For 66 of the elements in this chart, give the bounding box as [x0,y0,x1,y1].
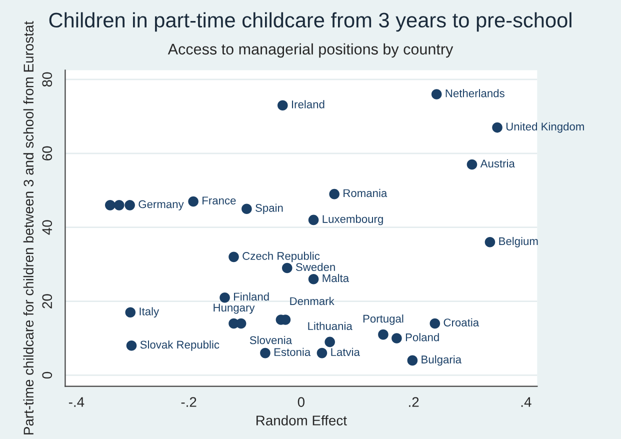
data-label: Italy [140,307,160,318]
data-label: Spain [256,204,283,214]
y-tick-label: 80 [42,72,52,87]
data-label: Finland [234,292,269,301]
point [260,348,270,358]
point [308,214,319,226]
data-label: Hungary [214,304,255,314]
x-tick-label: -.4 [68,397,84,407]
point [124,200,135,210]
data-label: Sweden [296,262,335,272]
data-label: Germany [138,200,184,210]
data-label: Denmark [290,296,334,306]
data-label: Malta [322,274,350,282]
point [114,200,124,210]
data-label: Croatia [444,318,480,326]
point [324,336,335,348]
y-tick-label: 0 [42,372,52,379]
point [430,318,440,329]
data-label: Belgium [499,236,538,248]
data-label: Austria [480,159,515,168]
data-label: Portugal [363,314,404,325]
point [220,292,230,303]
y-tick-label: 20 [42,294,52,308]
data-label: Estonia [274,348,311,356]
data-label: Netherlands [446,89,504,98]
point [308,274,319,284]
data-label: Ireland [292,100,324,108]
point [126,340,137,351]
point [466,159,478,170]
x-axis-title: Random Effect [256,415,347,426]
y-tick-label: 40 [42,220,52,235]
point [407,355,418,366]
x-tick-label: .2 [409,397,419,407]
point [105,200,116,210]
data-label: Slovenia [250,336,292,344]
chart-title: Children in part-time childcare from 3 years to pre-school [49,12,572,32]
point [378,329,388,340]
data-label: Lithuania [308,322,352,330]
data-label: United Kingdom [506,122,584,133]
point [242,204,252,214]
data-label: Latvia [331,348,360,356]
data-label: Poland [406,333,439,342]
data-label: Bulgaria [422,355,462,366]
y-tick-label: 60 [42,146,52,160]
data-label: Slovak Republic [140,340,220,351]
point [329,188,340,200]
y-axis-title: Part-time childcare for children between 3 and school from Eurostat [23,21,34,434]
point [492,122,502,133]
chart-subtitle: Access to managerial positions by country [168,43,454,58]
point [282,262,292,274]
point [188,196,198,207]
data-label: Romania [344,188,388,198]
point [431,89,442,100]
data-label: Luxembourg [322,214,383,226]
x-tick-label: 0 [298,397,305,407]
x-tick-label: .4 [521,397,532,407]
data-label: France [202,196,236,204]
point [484,236,496,248]
point [392,333,402,344]
point [228,252,239,262]
data-label: Czech Republic [242,252,320,262]
x-tick-label: -.2 [181,397,196,407]
point [236,318,246,329]
point [277,100,288,111]
point [125,307,136,318]
point [316,348,328,358]
